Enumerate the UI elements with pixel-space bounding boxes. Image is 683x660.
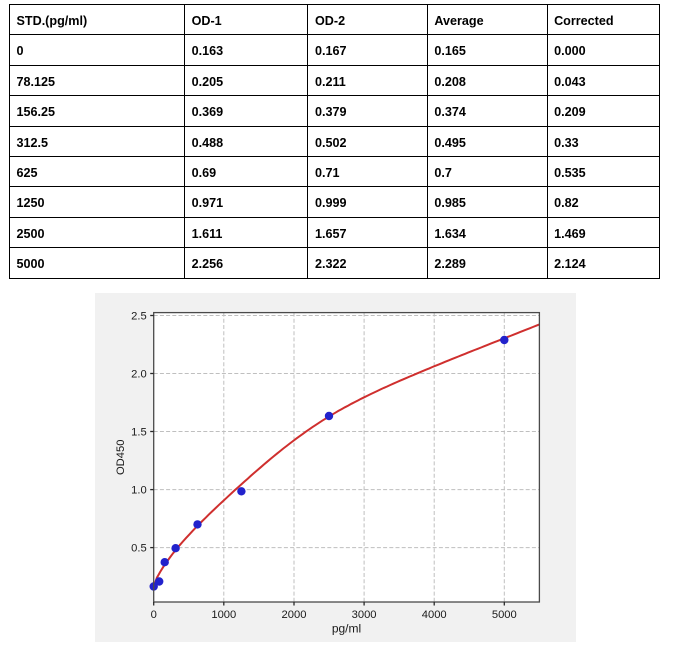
- svg-text:2.0: 2.0: [131, 369, 147, 381]
- svg-text:3000: 3000: [352, 609, 377, 621]
- svg-text:0: 0: [151, 609, 157, 621]
- svg-text:5000: 5000: [492, 609, 517, 621]
- svg-text:1000: 1000: [211, 609, 236, 621]
- svg-text:2000: 2000: [282, 609, 307, 621]
- svg-text:4000: 4000: [422, 609, 447, 621]
- svg-text:OD450: OD450: [115, 440, 127, 475]
- svg-text:1.5: 1.5: [131, 427, 147, 439]
- svg-text:1.0: 1.0: [131, 485, 147, 497]
- svg-text:0.5: 0.5: [131, 543, 147, 555]
- svg-text:2.5: 2.5: [131, 311, 147, 323]
- svg-text:pg/ml: pg/ml: [332, 622, 361, 636]
